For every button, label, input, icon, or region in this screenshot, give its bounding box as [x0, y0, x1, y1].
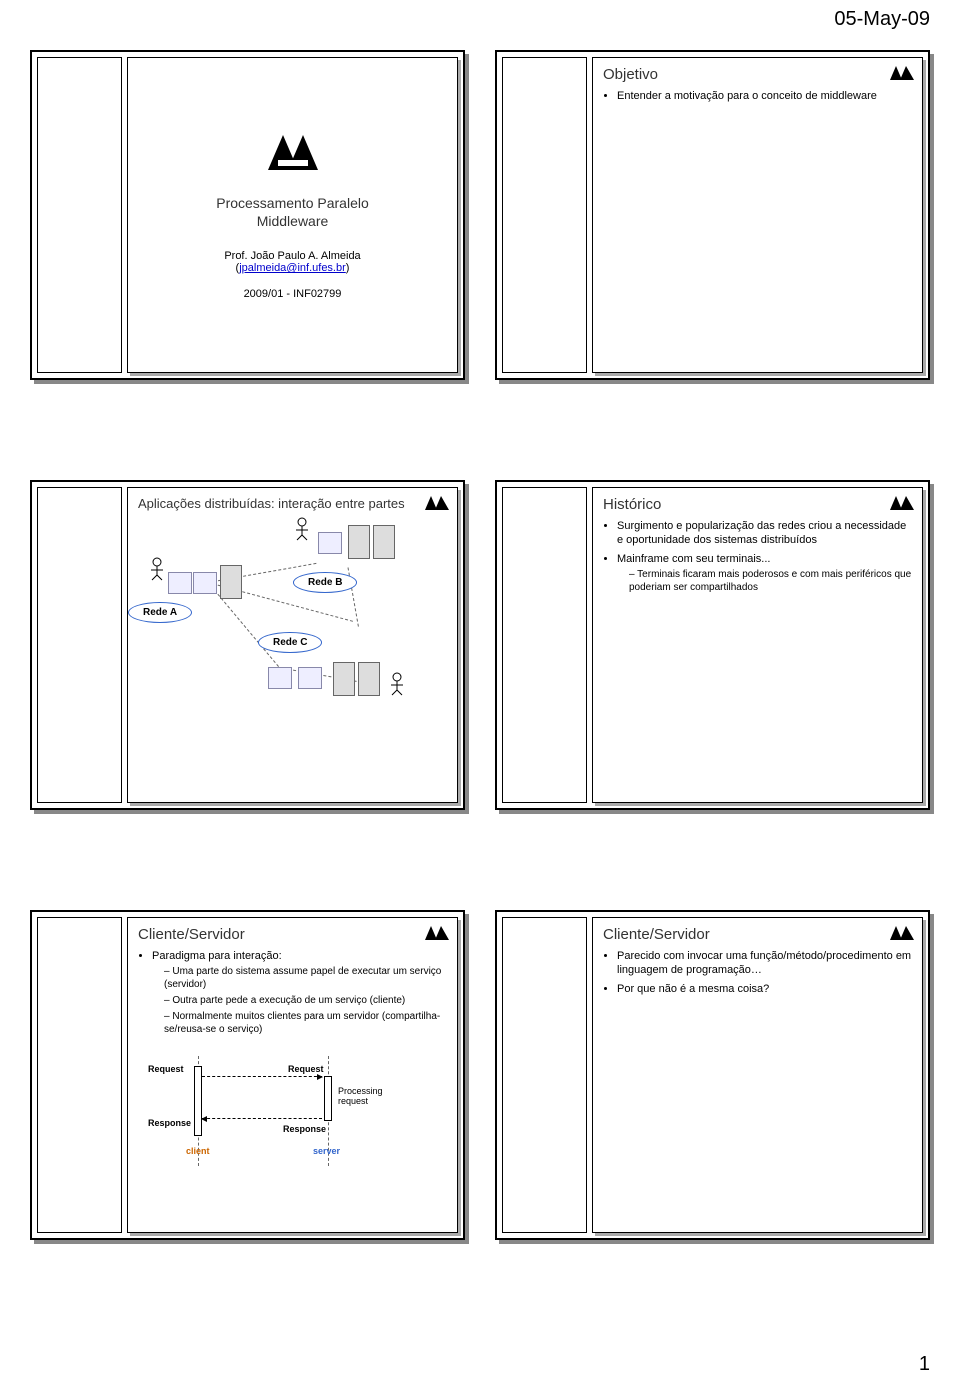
computer-icon — [268, 667, 292, 689]
network-diagram: Rede A Rede B Rede C — [138, 517, 447, 737]
slide-title: Aplicações distribuídas: interação entre… — [138, 496, 447, 511]
prof-name: Prof. João Paulo A. Almeida — [224, 250, 360, 262]
page-number: 1 — [919, 1353, 930, 1376]
ufes-logo-icon — [263, 130, 323, 180]
email-close: ) — [346, 262, 350, 274]
slide-sidebar — [37, 917, 122, 1233]
sub-bullet-item: Normalmente muitos clientes para um serv… — [164, 1010, 447, 1036]
ufes-logo-icon — [888, 64, 916, 82]
slide-sidebar — [502, 487, 587, 803]
slide-inner: Aplicações distribuídas: interação entre… — [127, 487, 458, 803]
title-line-2: Middleware — [257, 213, 329, 229]
bullet-list: Entender a motivação para o conceito de … — [603, 89, 912, 103]
response-label: Response — [148, 1118, 191, 1128]
ufes-logo-icon — [888, 494, 916, 512]
bullet-item: Parecido com invocar uma função/método/p… — [617, 949, 912, 978]
processing-label: Processing request — [338, 1086, 408, 1106]
sequence-diagram: Request Request Processing request Respo… — [148, 1046, 408, 1166]
network-label-a: Rede A — [128, 602, 192, 623]
ufes-logo-icon — [423, 494, 451, 512]
server-icon — [358, 662, 380, 696]
request-label: Request — [148, 1064, 184, 1074]
slide-inner: Cliente/Servidor Parecido com invocar um… — [592, 917, 923, 1233]
slide-sidebar — [37, 57, 122, 373]
title-line-1: Processamento Paralelo — [216, 195, 369, 211]
bullet-list: Surgimento e popularização das redes cri… — [603, 519, 912, 594]
slide-3: Aplicações distribuídas: interação entre… — [30, 480, 465, 810]
bullet-list: Parecido com invocar uma função/método/p… — [603, 949, 912, 996]
sub-bullet-item: Uma parte do sistema assume papel de exe… — [164, 965, 447, 991]
bullet-item: Mainframe com seu terminais... Terminais… — [617, 552, 912, 594]
slide-inner: Cliente/Servidor Paradigma para interaçã… — [127, 917, 458, 1233]
response-label-2: Response — [283, 1124, 326, 1134]
server-role: server — [313, 1146, 340, 1156]
slide-title: Histórico — [603, 496, 912, 513]
slide-inner: Processamento Paralelo Middleware Prof. … — [127, 57, 458, 373]
email-link[interactable]: jpalmeida@inf.ufes.br — [239, 262, 346, 274]
network-label-b: Rede B — [293, 572, 357, 593]
request-label-2: Request — [288, 1064, 324, 1074]
bullet-item: Entender a motivação para o conceito de … — [617, 89, 912, 103]
server-icon — [220, 565, 242, 599]
professor-info: Prof. João Paulo A. Almeida (jpalmeida@i… — [224, 250, 360, 274]
server-activation — [324, 1076, 332, 1121]
slide-title: Objetivo — [603, 66, 912, 83]
sub-bullet-item: Outra parte pede a execução de um serviç… — [164, 994, 447, 1007]
bullet-text: Mainframe com seu terminais... — [617, 553, 770, 565]
slide-title: Cliente/Servidor — [138, 926, 447, 943]
slide-inner: Objetivo Entender a motivação para o con… — [592, 57, 923, 373]
computer-icon — [318, 532, 342, 554]
ufes-logo-icon — [423, 924, 451, 942]
date-header: 05-May-09 — [834, 8, 930, 31]
course-code: 2009/01 - INF02799 — [244, 288, 342, 300]
person-icon — [388, 672, 406, 696]
bullet-item: Surgimento e popularização das redes cri… — [617, 519, 912, 548]
slide-5: Cliente/Servidor Paradigma para interaçã… — [30, 910, 465, 1240]
client-role: client — [186, 1146, 210, 1156]
slide-4: Histórico Surgimento e popularização das… — [495, 480, 930, 810]
ufes-logo-icon — [888, 924, 916, 942]
server-icon — [348, 525, 370, 559]
network-label-c: Rede C — [258, 632, 322, 653]
slides-grid: Processamento Paralelo Middleware Prof. … — [30, 50, 930, 1240]
slide-sidebar — [502, 917, 587, 1233]
server-icon — [373, 525, 395, 559]
slide-6: Cliente/Servidor Parecido com invocar um… — [495, 910, 930, 1240]
slide-title: Cliente/Servidor — [603, 926, 912, 943]
slide-sidebar — [37, 487, 122, 803]
computer-icon — [298, 667, 322, 689]
sub-bullet-list: Terminais ficaram mais poderosos e com m… — [617, 568, 912, 594]
slide-1: Processamento Paralelo Middleware Prof. … — [30, 50, 465, 380]
main-title: Processamento Paralelo Middleware — [216, 194, 369, 230]
client-activation — [194, 1066, 202, 1136]
server-icon — [333, 662, 355, 696]
bullet-text: Paradigma para interação: — [152, 950, 282, 962]
computer-icon — [193, 572, 217, 594]
sub-bullet-list: Uma parte do sistema assume papel de exe… — [152, 965, 447, 1036]
person-icon — [148, 557, 166, 581]
request-arrow — [202, 1076, 322, 1077]
slide-sidebar — [502, 57, 587, 373]
bullet-item: Paradigma para interação: Uma parte do s… — [152, 949, 447, 1036]
bullet-list: Paradigma para interação: Uma parte do s… — [138, 949, 447, 1036]
response-arrow — [202, 1118, 322, 1119]
sub-bullet-item: Terminais ficaram mais poderosos e com m… — [629, 568, 912, 594]
slide-2: Objetivo Entender a motivação para o con… — [495, 50, 930, 380]
slide-inner: Histórico Surgimento e popularização das… — [592, 487, 923, 803]
person-icon — [293, 517, 311, 541]
computer-icon — [168, 572, 192, 594]
bullet-item: Por que não é a mesma coisa? — [617, 982, 912, 996]
